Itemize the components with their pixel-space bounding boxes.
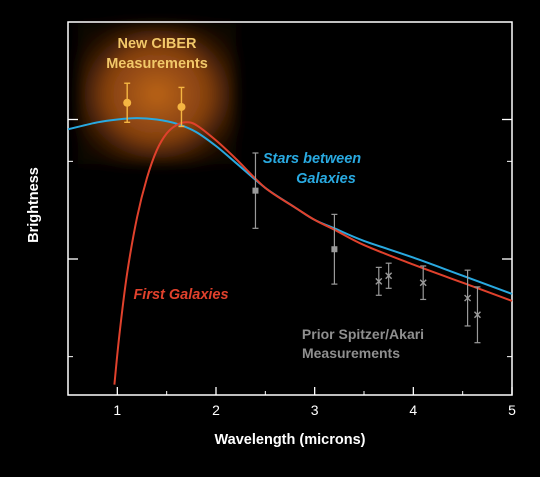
- ciber-label-line1: New CIBER: [118, 36, 197, 52]
- ciber-point: [123, 98, 132, 107]
- x-tick-label: 1: [113, 402, 121, 418]
- y-axis-ticks: [68, 118, 512, 358]
- galaxies-label: First Galaxies: [133, 287, 228, 303]
- prior-point-x: [375, 277, 383, 285]
- x-tick-label: 2: [212, 402, 220, 418]
- prior-label-line2: Measurements: [302, 345, 400, 361]
- x-tick-label: 4: [409, 402, 417, 418]
- x-tick-label: 3: [311, 402, 319, 418]
- prior-point-square: [331, 246, 338, 253]
- ciber-label-line2: Measurements: [106, 56, 208, 72]
- plot-frame: [67, 21, 513, 396]
- prior-label-line1: Prior Spitzer/Akari: [302, 326, 424, 342]
- x-tick-label: 5: [508, 402, 516, 418]
- prior-point-x: [473, 311, 481, 319]
- x-axis-ticks: 1 2 3 4 5: [67, 387, 516, 418]
- data-points: [123, 82, 481, 344]
- stars-label-line1: Stars between: [263, 151, 361, 167]
- y-axis-label: Brightness: [26, 167, 42, 243]
- series-stars-line: [67, 117, 513, 295]
- ciber-point: [177, 102, 186, 111]
- prior-point-x: [464, 294, 472, 302]
- curves: [67, 117, 513, 385]
- stars-label-line2: Galaxies: [296, 171, 356, 187]
- prior-point-square: [252, 187, 259, 194]
- prior-point-x: [385, 272, 393, 280]
- x-axis-label: Wavelength (microns): [215, 432, 366, 448]
- prior-point-x: [419, 279, 427, 287]
- series-galaxies-line: [113, 121, 513, 385]
